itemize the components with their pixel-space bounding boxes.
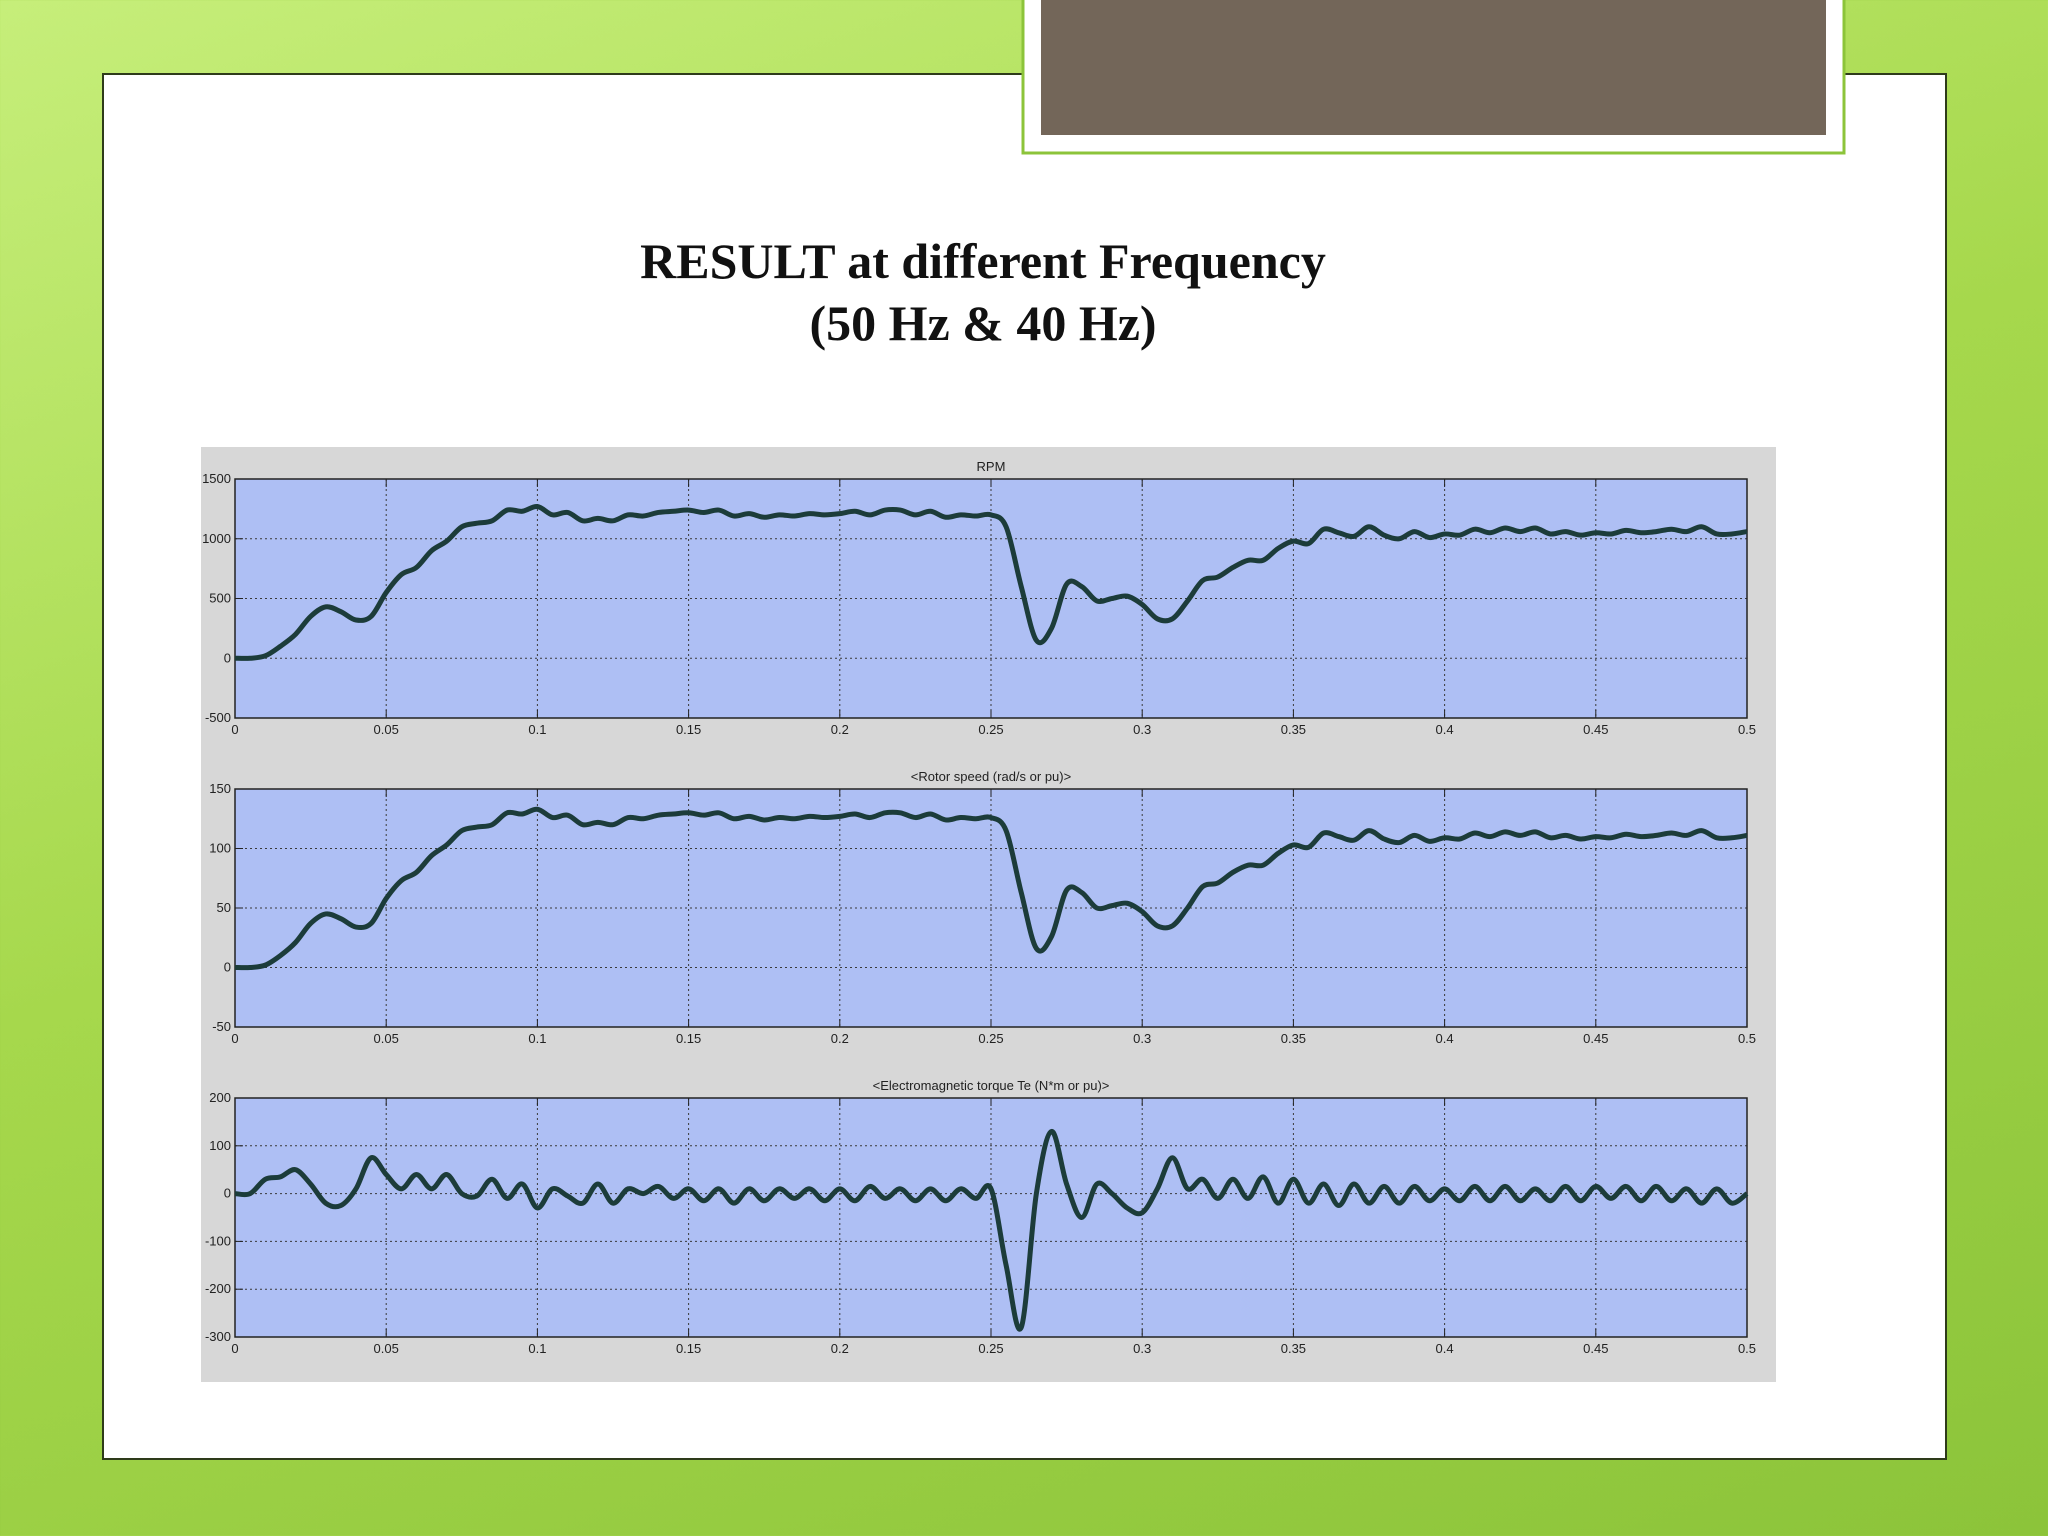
y-tick-label: 100: [209, 841, 231, 856]
data-line: [234, 1128, 1749, 1332]
x-tick-label: 0.2: [831, 1031, 849, 1046]
y-tick-label: 200: [209, 1090, 231, 1105]
x-tick-label: 0.3: [1133, 1341, 1151, 1356]
plot-area: [235, 1098, 1747, 1337]
slide-subtitle: (50 Hz & 40 Hz): [809, 295, 1156, 351]
x-tick-label: 0.15: [676, 1341, 701, 1356]
chart-title: RPM: [977, 459, 1006, 474]
plot-frame: [234, 1097, 1748, 1338]
x-tick-label: 0.2: [831, 722, 849, 737]
x-tick-label: 0.05: [374, 722, 399, 737]
chart-title: <Rotor speed (rad/s or pu)>: [911, 769, 1071, 784]
x-tick-label: 0.5: [1738, 722, 1756, 737]
header-box: [1041, 0, 1826, 135]
chart-title: <Electromagnetic torque Te (N*m or pu)>: [873, 1078, 1110, 1093]
y-tick-label: -300: [205, 1329, 231, 1344]
x-tick-label: 0.4: [1436, 1031, 1454, 1046]
x-tick-label: 0.25: [978, 722, 1003, 737]
x-tick-label: 0.45: [1583, 1341, 1608, 1356]
x-tick-label: 0.3: [1133, 1031, 1151, 1046]
x-tick-label: 0.25: [978, 1341, 1003, 1356]
x-tick-label: 0: [231, 1031, 238, 1046]
x-tick-label: 0.5: [1738, 1341, 1756, 1356]
y-tick-label: 0: [224, 650, 231, 665]
data-line: [234, 503, 1748, 661]
plot-frame: [234, 788, 1748, 1028]
y-tick-label: 500: [209, 591, 231, 606]
x-tick-label: 0.35: [1281, 1341, 1306, 1356]
y-tick-label: -100: [205, 1233, 231, 1248]
data-line: [234, 806, 1748, 971]
x-tick-label: 0.1: [528, 1341, 546, 1356]
y-tick-label: 0: [224, 1186, 231, 1201]
y-tick-label: -500: [205, 710, 231, 725]
plot-frame: [234, 478, 1748, 719]
x-tick-label: 0.05: [374, 1341, 399, 1356]
y-tick-label: 50: [217, 900, 231, 915]
x-tick-label: 0.4: [1436, 1341, 1454, 1356]
x-tick-label: 0.5: [1738, 1031, 1756, 1046]
x-tick-label: 0.1: [528, 722, 546, 737]
x-tick-label: 0: [231, 1341, 238, 1356]
x-tick-label: 0.25: [978, 1031, 1003, 1046]
x-tick-label: 0.4: [1436, 722, 1454, 737]
y-tick-label: -50: [212, 1019, 231, 1034]
slide-title: RESULT at different Frequency: [640, 233, 1326, 289]
y-tick-label: 100: [209, 1138, 231, 1153]
y-tick-label: 1500: [202, 471, 231, 486]
x-tick-label: 0.1: [528, 1031, 546, 1046]
x-tick-label: 0.15: [676, 1031, 701, 1046]
x-tick-label: 0.35: [1281, 1031, 1306, 1046]
x-tick-label: 0.2: [831, 1341, 849, 1356]
x-tick-label: 0.3: [1133, 722, 1151, 737]
x-tick-label: 0.45: [1583, 1031, 1608, 1046]
x-tick-label: 0.35: [1281, 722, 1306, 737]
y-tick-label: 1000: [202, 531, 231, 546]
x-tick-label: 0.15: [676, 722, 701, 737]
y-tick-label: 0: [224, 960, 231, 975]
x-tick-label: 0: [231, 722, 238, 737]
x-tick-label: 0.45: [1583, 722, 1608, 737]
x-tick-label: 0.05: [374, 1031, 399, 1046]
y-tick-label: 150: [209, 781, 231, 796]
y-tick-label: -200: [205, 1281, 231, 1296]
